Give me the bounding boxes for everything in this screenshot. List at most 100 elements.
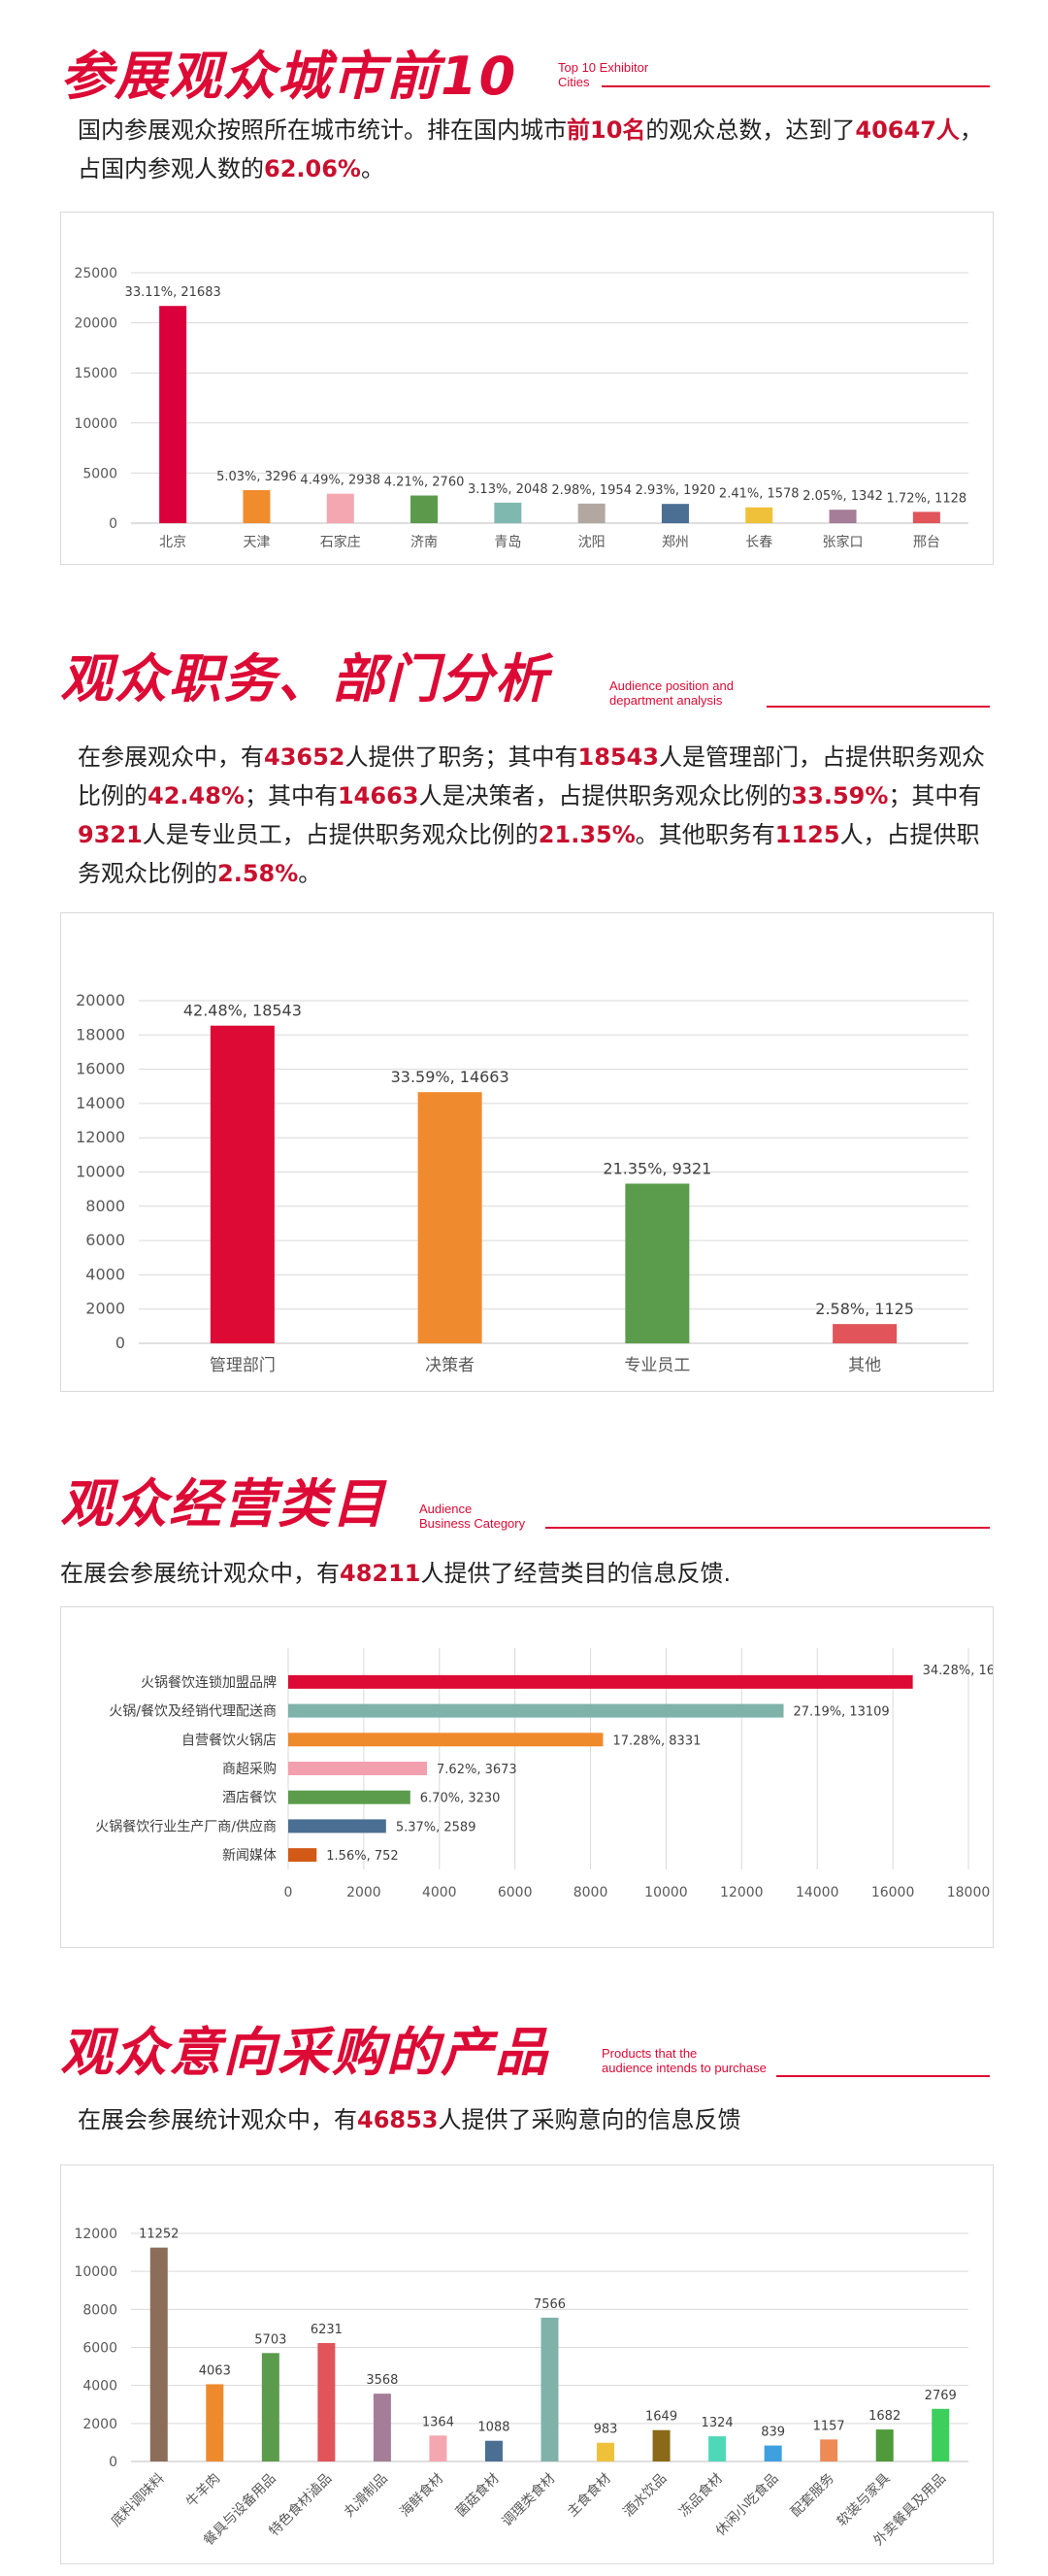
x-tick-label: 10000 bbox=[644, 1885, 688, 1900]
section-business-category: 观众经营类目 Audience Business Category 在展会参展统… bbox=[0, 1461, 1048, 1965]
highlight-value: 9321 bbox=[78, 821, 143, 848]
category-label: 软装与家具 bbox=[834, 2470, 894, 2530]
category-label: 火锅餐饮行业生产厂商/供应商 bbox=[95, 1818, 277, 1834]
data-label: 2.93%, 1920 bbox=[636, 483, 716, 498]
x-tick-label: 6000 bbox=[498, 1885, 533, 1900]
highlight-value: 43652 bbox=[264, 743, 345, 771]
data-label: 5703 bbox=[254, 2332, 286, 2347]
data-label: 1088 bbox=[477, 2421, 509, 2435]
data-label: 1.56%, 752 bbox=[326, 1849, 398, 1864]
section-position-analysis: 观众职务、部门分析 Audience position and departme… bbox=[0, 636, 1048, 1412]
paragraph-text: 在参展观众中，有 bbox=[78, 743, 264, 771]
subtitle-line-2: department analysis bbox=[609, 693, 723, 708]
y-tick-label: 0 bbox=[115, 1334, 125, 1352]
x-tick-label: 12000 bbox=[720, 1885, 764, 1900]
category-label: 配套服务 bbox=[788, 2471, 837, 2521]
category-label: 酒水饮品 bbox=[620, 2471, 670, 2521]
chart-svg: 0 5000 10000 15000 20000 25000 33.11%, 21683 北京… bbox=[74, 266, 968, 550]
section-subtitle-en: Audience position and department analysi… bbox=[609, 678, 734, 708]
data-label: 33.59%, 14663 bbox=[391, 1068, 509, 1086]
data-label: 1.72%, 1128 bbox=[887, 491, 967, 506]
y-tick-label: 12000 bbox=[74, 2227, 117, 2242]
category-label: 其他 bbox=[848, 1356, 881, 1375]
data-label: 1682 bbox=[868, 2409, 901, 2424]
section-title: 参展观众城市前10 bbox=[60, 46, 518, 107]
bar bbox=[149, 2247, 168, 2461]
chart-business-category: 0 2000 4000 6000 8000 10000 12000 14000 16000 180… bbox=[60, 1606, 994, 1948]
category-label: 酒店餐饮 bbox=[222, 1791, 277, 1806]
highlight-value: 1125 bbox=[774, 821, 840, 848]
data-label: 6231 bbox=[311, 2323, 343, 2337]
y-tick-label: 18000 bbox=[76, 1025, 125, 1043]
highlight-value: 21.35% bbox=[538, 821, 636, 848]
bar bbox=[764, 2445, 782, 2461]
x-tick-label: 0 bbox=[284, 1885, 293, 1900]
y-tick-label: 0 bbox=[109, 516, 117, 532]
subtitle-line-1: Audience position and bbox=[609, 678, 734, 693]
data-label: 27.19%, 13109 bbox=[794, 1705, 890, 1720]
paragraph-text: 人是决策者，占提供职务观众比例的 bbox=[418, 782, 792, 809]
section-underline bbox=[767, 706, 990, 708]
section-underline bbox=[776, 2075, 990, 2077]
category-label: 牛羊肉 bbox=[183, 2471, 223, 2511]
category-label: 天津 bbox=[243, 535, 270, 550]
data-label: 2.05%, 1342 bbox=[802, 489, 883, 504]
category-label: 济南 bbox=[410, 535, 438, 550]
data-label: 1324 bbox=[702, 2416, 734, 2430]
data-label: 11252 bbox=[139, 2228, 179, 2242]
section-purchase-products: 观众意向采购的产品 Products that the audience int… bbox=[0, 2009, 1048, 2576]
data-label: 1649 bbox=[645, 2410, 677, 2425]
bar bbox=[597, 2442, 615, 2461]
section-paragraph: 在展会参展统计观众中，有46853人提供了采购意向的信息反馈 bbox=[78, 2100, 990, 2139]
y-tick-label: 10000 bbox=[76, 1163, 125, 1181]
bar bbox=[288, 1819, 386, 1833]
highlight-value: 40647人 bbox=[855, 116, 960, 144]
paragraph-text: 人是专业员工，占提供职务观众比例的 bbox=[142, 821, 539, 848]
section-paragraph: 在参展观众中，有43652人提供了职务；其中有18543人是管理部门，占提供职务… bbox=[78, 738, 990, 893]
x-tick-label: 2000 bbox=[346, 1885, 381, 1900]
bar bbox=[288, 1733, 604, 1747]
category-label: 丸滑制品 bbox=[341, 2470, 391, 2521]
highlight-value: 14663 bbox=[337, 782, 419, 809]
chart-top-cities: 0 5000 10000 15000 20000 25000 33.11%, 21683 北京… bbox=[60, 212, 994, 565]
category-label: 邢台 bbox=[913, 535, 940, 550]
category-label: 专业员工 bbox=[624, 1356, 690, 1375]
subtitle-line-2: audience intends to purchase bbox=[602, 2061, 767, 2075]
bar bbox=[820, 2439, 838, 2461]
chart-svg: 0 2000 4000 6000 8000 10000 12000 14000 16000 180… bbox=[76, 991, 968, 1375]
highlight-value: 46853 bbox=[357, 2106, 439, 2133]
category-label: 长春 bbox=[745, 535, 772, 550]
category-label: 底料调味料 bbox=[109, 2471, 168, 2530]
section-top-cities: 参展观众城市前10 Top 10 Exhibitor Cities 国内参展观众… bbox=[0, 29, 1048, 573]
category-label: 管理部门 bbox=[210, 1356, 276, 1375]
paragraph-text: 在展会参展统计观众中，有 bbox=[78, 2106, 357, 2133]
data-label: 1364 bbox=[422, 2415, 454, 2429]
category-label: 青岛 bbox=[494, 535, 521, 550]
bar bbox=[417, 1092, 482, 1343]
category-label: 调理类食材 bbox=[499, 2470, 559, 2530]
section-subtitle-en: Top 10 Exhibitor Cities bbox=[558, 60, 648, 89]
bar bbox=[577, 503, 606, 523]
chart-svg: 0 2000 4000 6000 8000 10000 12000 11252 底料调味料 406… bbox=[74, 2227, 968, 2549]
section-underline bbox=[545, 1527, 990, 1529]
chart-svg: 0 2000 4000 6000 8000 10000 12000 14000 16000 180… bbox=[95, 1648, 993, 1900]
bar bbox=[484, 2440, 503, 2461]
data-label: 34.28%, 16527 bbox=[923, 1664, 993, 1678]
bar bbox=[912, 512, 940, 523]
data-label: 6.70%, 3230 bbox=[420, 1792, 501, 1806]
data-label: 4.21%, 2760 bbox=[384, 476, 465, 490]
y-tick-label: 20000 bbox=[76, 991, 125, 1009]
bar bbox=[833, 1324, 898, 1343]
bar bbox=[745, 507, 773, 523]
paragraph-text: 人，占提供职务观众比例的 bbox=[78, 821, 980, 887]
category-label: 菌菇食材 bbox=[452, 2470, 503, 2521]
y-tick-label: 12000 bbox=[76, 1128, 125, 1146]
y-tick-label: 14000 bbox=[76, 1094, 125, 1112]
y-tick-label: 8000 bbox=[82, 2302, 117, 2318]
data-label: 7566 bbox=[534, 2297, 566, 2312]
paragraph-text: ；其中有 bbox=[244, 782, 338, 809]
section-subtitle-en: Audience Business Category bbox=[419, 1502, 525, 1531]
data-label: 2769 bbox=[925, 2389, 957, 2403]
x-tick-label: 18000 bbox=[947, 1885, 991, 1900]
data-label: 3568 bbox=[366, 2373, 398, 2388]
